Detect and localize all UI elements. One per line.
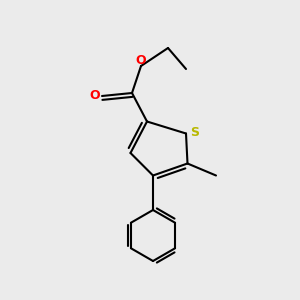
Text: O: O [136,53,146,67]
Text: S: S [190,126,200,140]
Text: O: O [89,89,100,102]
